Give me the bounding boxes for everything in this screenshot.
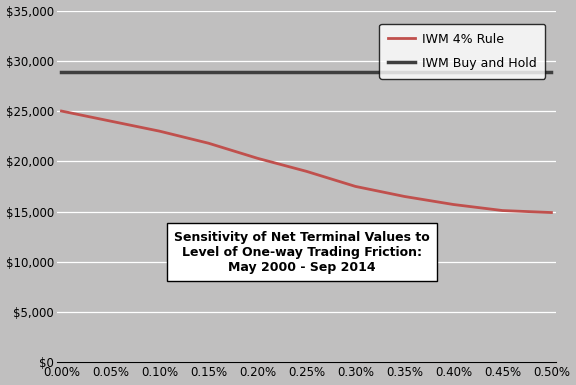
IWM 4% Rule	[156, 129, 163, 134]
IWM 4% Rule	[107, 119, 114, 124]
IWM 4% Rule	[303, 169, 310, 174]
IWM Buy and Hold	[254, 70, 261, 74]
IWM Buy and Hold	[107, 70, 114, 74]
IWM 4% Rule	[499, 208, 506, 213]
Text: Sensitivity of Net Terminal Values to
Level of One-way Trading Friction:
May 200: Sensitivity of Net Terminal Values to Le…	[174, 231, 430, 274]
IWM 4% Rule	[58, 109, 65, 113]
IWM Buy and Hold	[303, 70, 310, 74]
Line: IWM 4% Rule: IWM 4% Rule	[62, 111, 551, 213]
IWM 4% Rule	[352, 184, 359, 189]
Legend: IWM 4% Rule, IWM Buy and Hold: IWM 4% Rule, IWM Buy and Hold	[379, 24, 545, 79]
IWM Buy and Hold	[401, 70, 408, 74]
IWM Buy and Hold	[205, 70, 212, 74]
IWM 4% Rule	[548, 210, 555, 215]
IWM Buy and Hold	[58, 70, 65, 74]
IWM Buy and Hold	[548, 70, 555, 74]
IWM 4% Rule	[254, 156, 261, 161]
IWM Buy and Hold	[499, 70, 506, 74]
IWM Buy and Hold	[352, 70, 359, 74]
IWM Buy and Hold	[156, 70, 163, 74]
IWM 4% Rule	[205, 141, 212, 146]
IWM Buy and Hold	[450, 70, 457, 74]
IWM 4% Rule	[450, 202, 457, 207]
IWM 4% Rule	[401, 194, 408, 199]
